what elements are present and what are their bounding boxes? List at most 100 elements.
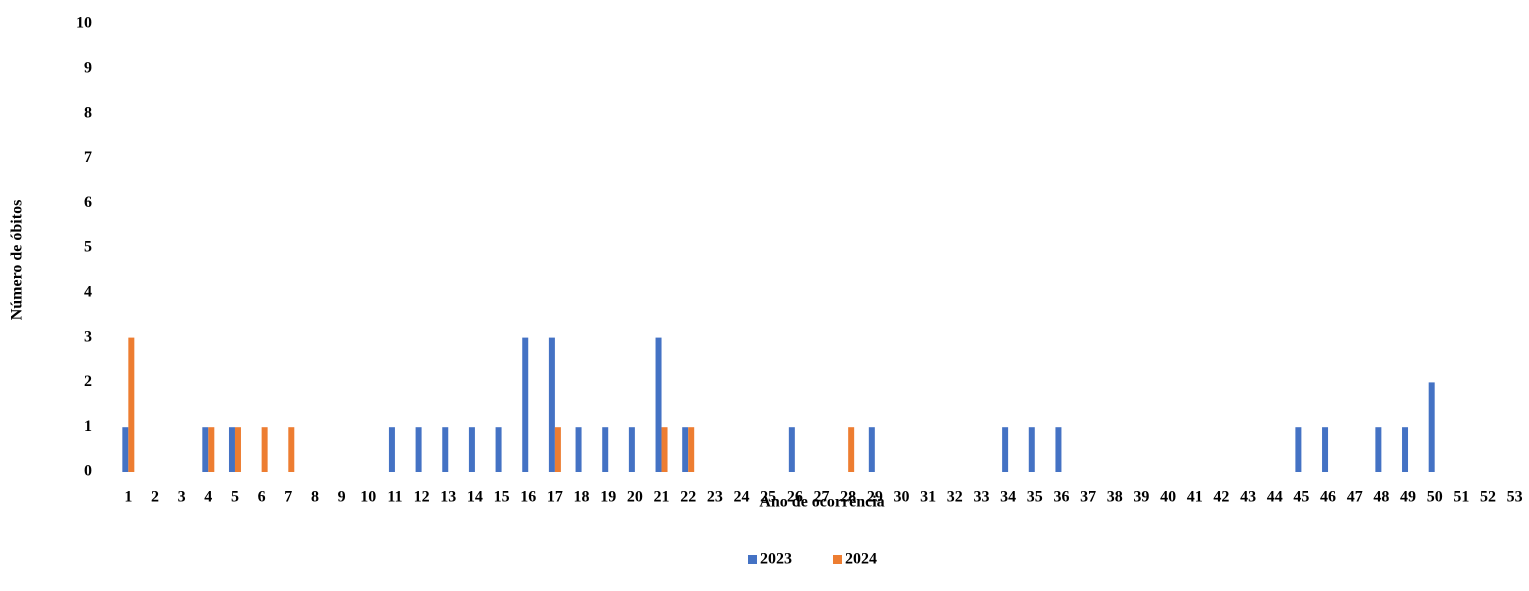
x-tick-label: 30 bbox=[893, 489, 909, 506]
bar bbox=[1375, 427, 1382, 472]
bar bbox=[848, 427, 855, 472]
x-tick-label: 23 bbox=[707, 489, 723, 506]
y-tick-label: 7 bbox=[84, 149, 92, 166]
x-tick-label: 14 bbox=[467, 489, 483, 506]
bar bbox=[202, 427, 209, 472]
x-tick-label: 39 bbox=[1133, 489, 1149, 506]
x-tick-label: 53 bbox=[1507, 489, 1523, 506]
bar bbox=[468, 427, 475, 472]
legend-swatch bbox=[748, 555, 757, 564]
bar bbox=[868, 427, 875, 472]
x-tick-label: 49 bbox=[1400, 489, 1416, 506]
bar bbox=[1322, 427, 1329, 472]
x-tick-label: 6 bbox=[258, 489, 266, 506]
x-tick-label: 16 bbox=[520, 489, 536, 506]
x-tick-label: 12 bbox=[414, 489, 430, 506]
y-tick-label: 4 bbox=[84, 283, 92, 300]
x-tick-label: 38 bbox=[1107, 489, 1123, 506]
bar bbox=[1002, 427, 1009, 472]
x-tick-label: 3 bbox=[178, 489, 186, 506]
x-tick-label: 26 bbox=[787, 489, 803, 506]
x-tick-label: 29 bbox=[867, 489, 883, 506]
x-tick-label: 35 bbox=[1027, 489, 1043, 506]
bar bbox=[1028, 427, 1035, 472]
x-tick-label: 24 bbox=[734, 489, 750, 506]
legend-swatch bbox=[833, 555, 842, 564]
y-tick-label: 3 bbox=[84, 328, 92, 345]
x-tick-label: 46 bbox=[1320, 489, 1336, 506]
x-tick-label: 48 bbox=[1373, 489, 1389, 506]
bar bbox=[1402, 427, 1409, 472]
x-tick-label: 32 bbox=[947, 489, 963, 506]
x-axis-title: Ano de ocorrência bbox=[759, 494, 884, 511]
y-tick-label: 8 bbox=[84, 104, 92, 121]
x-tick-label: 10 bbox=[360, 489, 376, 506]
x-tick-label: 42 bbox=[1213, 489, 1229, 506]
bar bbox=[788, 427, 795, 472]
y-tick-label: 5 bbox=[84, 239, 92, 256]
bar bbox=[208, 427, 215, 472]
bar bbox=[495, 427, 502, 472]
x-tick-label: 19 bbox=[600, 489, 616, 506]
y-tick-label: 9 bbox=[84, 59, 92, 76]
x-tick-label: 9 bbox=[338, 489, 346, 506]
bar bbox=[554, 427, 561, 472]
bar bbox=[661, 427, 668, 472]
x-tick-label: 5 bbox=[231, 489, 239, 506]
x-tick-label: 8 bbox=[311, 489, 319, 506]
x-tick-label: 18 bbox=[574, 489, 590, 506]
x-tick-label: 41 bbox=[1187, 489, 1203, 506]
x-tick-label: 21 bbox=[654, 489, 670, 506]
bar bbox=[288, 427, 295, 472]
x-tick-label: 33 bbox=[973, 489, 989, 506]
bar bbox=[388, 427, 395, 472]
x-tick-label: 44 bbox=[1267, 489, 1283, 506]
x-tick-label: 34 bbox=[1000, 489, 1016, 506]
x-tick-label: 11 bbox=[387, 489, 402, 506]
x-tick-label: 7 bbox=[284, 489, 292, 506]
x-tick-label: 20 bbox=[627, 489, 643, 506]
bar bbox=[655, 337, 662, 472]
bar bbox=[122, 427, 129, 472]
x-tick-label: 52 bbox=[1480, 489, 1496, 506]
x-tick-label: 36 bbox=[1053, 489, 1069, 506]
legend-label: 2023 bbox=[760, 551, 792, 568]
x-tick-label: 47 bbox=[1347, 489, 1363, 506]
y-tick-label: 1 bbox=[84, 418, 92, 435]
bar bbox=[688, 427, 695, 472]
x-tick-label: 37 bbox=[1080, 489, 1096, 506]
x-tick-label: 28 bbox=[840, 489, 856, 506]
bar bbox=[261, 427, 268, 472]
bar bbox=[1428, 382, 1435, 472]
bar bbox=[442, 427, 449, 472]
x-tick-label: 27 bbox=[814, 489, 830, 506]
x-tick-label: 51 bbox=[1453, 489, 1469, 506]
y-tick-label: 2 bbox=[84, 373, 92, 390]
x-tick-label: 45 bbox=[1293, 489, 1309, 506]
bar bbox=[682, 427, 689, 472]
x-tick-label: 43 bbox=[1240, 489, 1256, 506]
x-tick-label: 31 bbox=[920, 489, 936, 506]
x-tick-label: 4 bbox=[204, 489, 212, 506]
x-tick-label: 2 bbox=[151, 489, 159, 506]
bar bbox=[1055, 427, 1062, 472]
x-tick-label: 15 bbox=[494, 489, 510, 506]
bar bbox=[415, 427, 422, 472]
bar bbox=[128, 337, 135, 472]
x-tick-label: 1 bbox=[124, 489, 132, 506]
x-tick-label: 17 bbox=[547, 489, 563, 506]
x-tick-label: 13 bbox=[440, 489, 456, 506]
x-tick-label: 22 bbox=[680, 489, 696, 506]
bar bbox=[628, 427, 635, 472]
bar bbox=[1295, 427, 1302, 472]
y-axis-title: Número de óbitos bbox=[9, 200, 26, 321]
y-tick-label: 0 bbox=[84, 463, 92, 480]
x-tick-label: 40 bbox=[1160, 489, 1176, 506]
bar bbox=[575, 427, 582, 472]
bar bbox=[234, 427, 241, 472]
bar bbox=[522, 337, 529, 472]
bar bbox=[602, 427, 609, 472]
bar bbox=[548, 337, 555, 472]
x-tick-label: 50 bbox=[1427, 489, 1443, 506]
